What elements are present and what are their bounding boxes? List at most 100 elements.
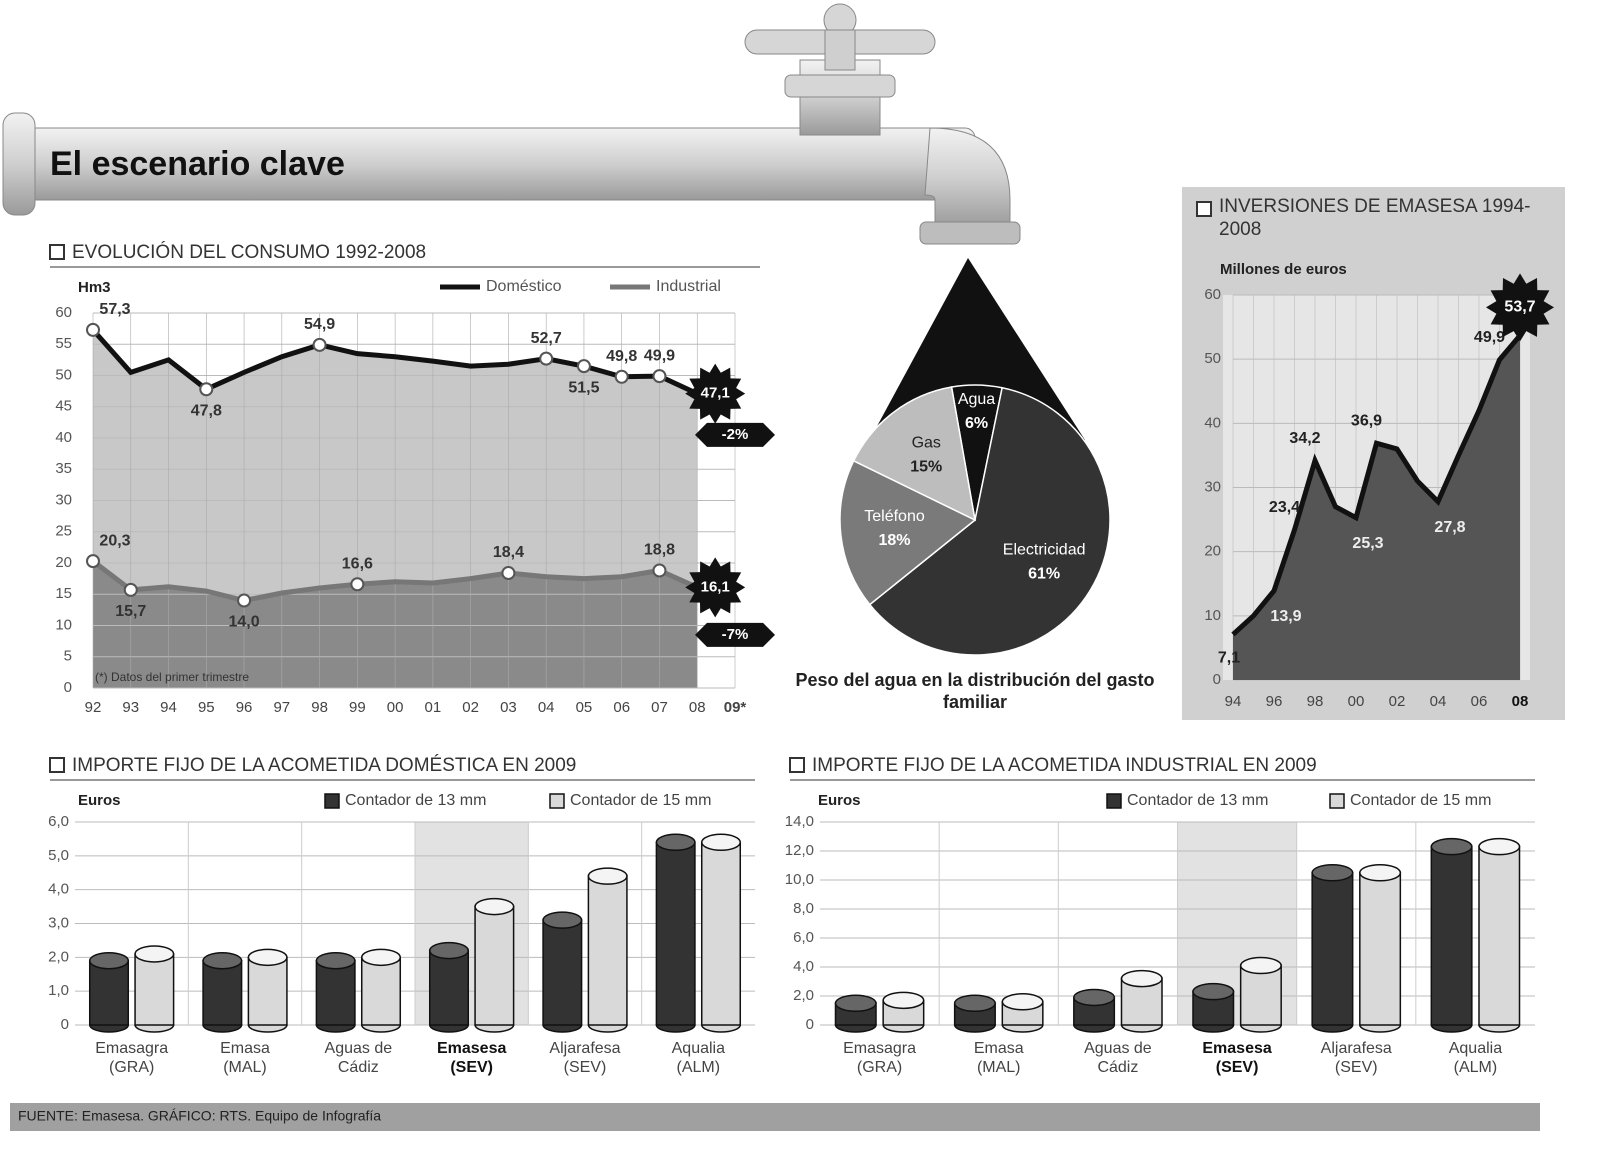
x-tick-label: Emasesa (SEV) — [1202, 1040, 1272, 1077]
x-tick-label-box: Aqualia (ALM) — [672, 1040, 725, 1076]
x-tick-label: Aljarafesa (SEV) — [549, 1040, 621, 1077]
cylinder-top — [587, 867, 628, 885]
y-tick-label: 15 — [55, 585, 72, 602]
data-label: 57,3 — [99, 301, 130, 318]
cylinder-top — [700, 833, 742, 852]
data-label: 23,4 — [1269, 499, 1300, 516]
cylinder-top — [542, 911, 583, 929]
y-tick-label: 60 — [55, 304, 72, 321]
area — [1233, 335, 1520, 680]
cylinder-top — [134, 945, 175, 963]
data-label: 16,6 — [342, 555, 373, 572]
footer-bar — [10, 1103, 1540, 1131]
cylinder-top — [1430, 837, 1473, 856]
x-tick-label: 00 — [387, 699, 404, 716]
x-tick-label: 02 — [462, 699, 479, 716]
y-tick-label: 40 — [1204, 414, 1221, 431]
x-tick-label: 06 — [613, 699, 630, 716]
slice-value: 15% — [910, 459, 942, 476]
x-tick-label: 94 — [160, 699, 177, 716]
bar — [655, 841, 696, 1026]
cylinder-top — [88, 951, 130, 970]
spout — [924, 127, 1011, 229]
y-tick-label: 50 — [1204, 350, 1221, 367]
x-tick-label: Emasa (MAL) — [973, 1040, 1024, 1077]
series-line — [91, 559, 699, 604]
y-tick-label: 5 — [64, 648, 72, 665]
data-point — [86, 554, 100, 569]
x-tick-label-box: Emasesa (SEV) — [436, 1040, 507, 1077]
footer: FUENTE: Emasesa. GRÁFICO: RTS. Equipo de… — [18, 1108, 381, 1124]
y-tick-label: 1,0 — [48, 982, 69, 999]
annotation: -2% — [722, 426, 749, 443]
bar — [134, 953, 175, 1026]
x-tick-label: 92 — [85, 699, 102, 716]
page-title: El escenario clave — [50, 145, 345, 183]
y-tick-label: 6,0 — [793, 929, 814, 946]
x-tick-label: 03 — [500, 699, 517, 716]
data-label: 54,9 — [304, 316, 335, 333]
slice-label: Teléfono — [864, 508, 925, 525]
bar — [88, 959, 130, 1026]
y-tick-label: 8,0 — [793, 900, 814, 917]
x-tick-label-box: Emasa (MAL) — [220, 1040, 270, 1077]
cylinder-top — [315, 951, 356, 970]
annotation-banner — [695, 622, 775, 647]
bar — [1430, 845, 1473, 1026]
data-point — [539, 351, 554, 366]
data-label: 7,1 — [1218, 650, 1240, 667]
header-box — [49, 244, 65, 260]
data-label: 49,9 — [1474, 329, 1505, 346]
data-label: 27,8 — [1434, 519, 1465, 536]
stem — [824, 29, 856, 71]
y-axis-label: Euros — [78, 792, 121, 809]
x-tick-label-box: Emasagra (GRA) — [843, 1040, 917, 1077]
cylinder-top — [1478, 837, 1521, 856]
y-tick-label: 0 — [64, 679, 72, 696]
x-tick-label: 08 — [1512, 693, 1529, 710]
cylinder-top — [474, 897, 515, 916]
x-tick-label: Emasesa (SEV) — [436, 1040, 507, 1077]
legend-swatch — [549, 793, 565, 809]
y-tick-label: 10 — [55, 616, 72, 633]
data-label: 36,9 — [1351, 412, 1382, 429]
x-tick-label: 02 — [1389, 693, 1406, 710]
cylinder-top — [1359, 864, 1402, 882]
x-tick-label: 04 — [538, 699, 555, 716]
y-tick-label: 0 — [806, 1016, 814, 1033]
data-label: 51,5 — [568, 379, 599, 396]
data-label: 18,4 — [493, 544, 524, 561]
x-tick-label: Emasagra (GRA) — [843, 1040, 917, 1077]
y-tick-label: 20 — [55, 554, 72, 571]
slice-value: 61% — [1028, 565, 1060, 582]
slice-value: 6% — [965, 415, 988, 432]
y-tick-label: 30 — [55, 491, 72, 508]
bar — [247, 956, 288, 1026]
bar — [428, 949, 470, 1026]
data-point — [350, 577, 365, 592]
cylinder-top — [1001, 993, 1044, 1011]
pie-slice — [868, 386, 1111, 656]
data-point — [652, 563, 667, 578]
data-label: 13,9 — [1270, 608, 1301, 625]
x-tick-label: 99 — [349, 699, 366, 716]
x-tick-label-box: Emasa (MAL) — [973, 1040, 1024, 1077]
cylinder-top — [882, 991, 925, 1010]
x-tick-label: Emasa (MAL) — [220, 1040, 270, 1077]
cylinder-top — [834, 994, 877, 1012]
cylinder-top — [1311, 864, 1354, 882]
header-box — [789, 757, 805, 773]
y-tick-label: 55 — [55, 335, 72, 352]
x-tick-label: Aljarafesa (SEV) — [1320, 1040, 1392, 1077]
data-point — [576, 359, 591, 374]
data-label: 34,2 — [1289, 430, 1320, 447]
y-tick-label: 2,0 — [48, 948, 69, 965]
x-tick-label: Aguas de Cádiz — [1084, 1040, 1152, 1077]
annotation: -7% — [722, 626, 749, 643]
x-tick-label-box: Aguas de Cádiz — [325, 1040, 393, 1076]
y-axis-label: Hm3 — [78, 279, 111, 296]
y-axis-label: Euros — [818, 792, 861, 809]
x-tick-label: 05 — [576, 699, 593, 716]
pipe-end — [2, 112, 36, 216]
